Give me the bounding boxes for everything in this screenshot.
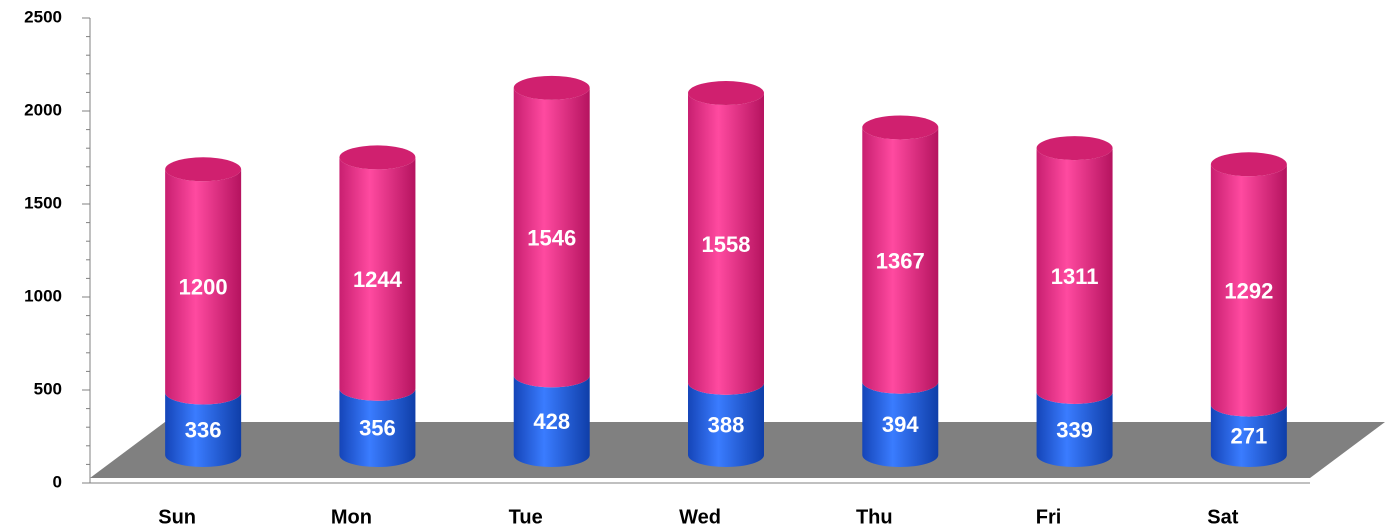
cylinder-cap xyxy=(1036,136,1113,161)
x-tick-label: Wed xyxy=(679,506,721,528)
cylinder-cap xyxy=(165,157,242,182)
bar-segment xyxy=(1036,391,1113,467)
bar-segment xyxy=(165,392,242,467)
value-label: 356 xyxy=(359,416,396,441)
x-tick-label: Sun xyxy=(158,506,196,528)
bar-segment xyxy=(165,169,242,405)
value-label: 1292 xyxy=(1224,278,1273,303)
bar-segment xyxy=(1036,148,1113,404)
value-label: 1558 xyxy=(702,232,751,257)
x-tick-label: Fri xyxy=(1036,506,1062,528)
cylinder-cap xyxy=(513,75,590,100)
y-tick-label: 2000 xyxy=(24,100,62,119)
cylinder-cap xyxy=(1210,152,1287,177)
value-label: 339 xyxy=(1056,417,1093,442)
bar-segment xyxy=(1210,164,1287,417)
x-tick-label: Tue xyxy=(509,506,543,528)
x-tick-label: Thu xyxy=(856,506,893,528)
bar-segment xyxy=(339,388,416,467)
bar-segment xyxy=(513,375,590,467)
y-tick-label: 1500 xyxy=(24,193,62,212)
bar-segment xyxy=(513,87,590,388)
x-tick-label: Sat xyxy=(1207,506,1238,528)
bar-segment xyxy=(339,157,416,401)
y-tick-label: 2500 xyxy=(24,7,62,26)
bar-segment xyxy=(862,381,939,467)
cylinder-cap xyxy=(688,81,764,106)
bar-segment xyxy=(688,93,764,395)
value-label: 1311 xyxy=(1051,264,1099,289)
value-label: 394 xyxy=(882,412,919,437)
value-label: 1244 xyxy=(353,267,403,292)
bar-segment xyxy=(1210,404,1287,467)
cylinder-cap xyxy=(862,115,939,140)
y-tick-label: 1000 xyxy=(24,286,62,305)
value-label: 1546 xyxy=(527,225,576,250)
bar-segment xyxy=(688,382,764,467)
value-label: 388 xyxy=(708,413,745,438)
value-label: 1200 xyxy=(179,275,228,300)
value-label: 1367 xyxy=(876,248,925,273)
value-label: 271 xyxy=(1230,424,1267,449)
value-label: 336 xyxy=(185,418,222,443)
bar-segment xyxy=(862,127,939,394)
value-label: 428 xyxy=(533,409,570,434)
y-tick-label: 500 xyxy=(34,379,62,398)
cylinder-cap xyxy=(339,145,416,170)
y-tick-label: 0 xyxy=(53,472,62,491)
x-tick-label: Mon xyxy=(331,506,372,528)
